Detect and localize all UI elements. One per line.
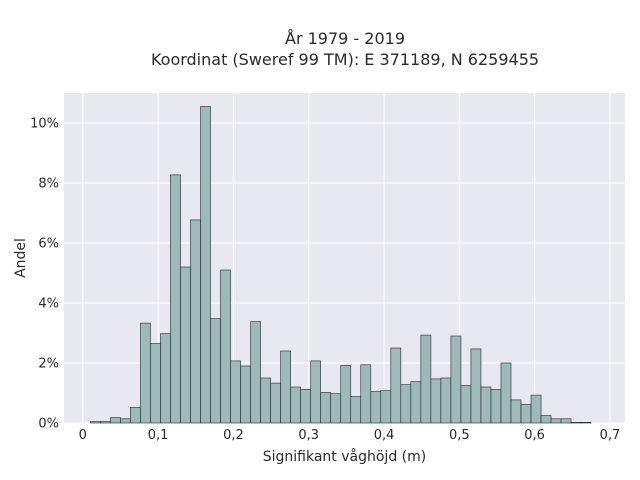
y-tick-label: 4%: [38, 297, 59, 312]
x-tick-label: 0,5: [449, 428, 470, 443]
x-tick-label: 0,3: [298, 428, 319, 443]
y-tick-label: 6%: [38, 237, 59, 252]
histogram-bar: [570, 422, 582, 424]
grid-lines: [64, 93, 625, 424]
histogram-bar: [560, 418, 572, 424]
x-tick-label: 0,7: [600, 428, 621, 443]
x-tick-label: 0,6: [524, 428, 545, 443]
histogram-bar: [170, 174, 181, 424]
histogram-bar: [90, 421, 101, 424]
histogram-bar: [460, 385, 472, 424]
histogram-bar: [370, 391, 382, 424]
histogram-bar: [390, 347, 402, 424]
histogram-bar: [100, 421, 111, 424]
histogram-bar: [280, 350, 291, 424]
histogram-bar: [260, 377, 271, 424]
x-tick-label: 0: [79, 428, 87, 443]
histogram-bar: [500, 362, 512, 424]
histogram-bar: [110, 417, 121, 424]
histogram-bar: [190, 219, 201, 424]
histogram-bar: [290, 386, 301, 424]
histogram-bar: [310, 360, 322, 424]
histogram-bar: [360, 364, 372, 424]
histogram-bar: [150, 343, 161, 424]
histogram-bar: [160, 333, 171, 424]
histogram-bar: [200, 106, 211, 424]
histogram-bar: [380, 390, 392, 424]
histogram-bar: [320, 392, 332, 424]
histogram-bar: [480, 386, 492, 424]
y-axis-title: Andel: [13, 238, 29, 278]
y-tick-label: 2%: [38, 357, 59, 372]
histogram-bar: [210, 318, 221, 424]
x-tick-label: 0,4: [374, 428, 395, 443]
x-tick-label: 0,2: [223, 428, 244, 443]
histogram-bar: [420, 334, 432, 424]
chart-title-line1: År 1979 - 2019: [285, 29, 405, 48]
histogram-bar: [140, 322, 151, 424]
histogram-bar: [340, 365, 352, 424]
x-axis-title: Signifikant våghöjd (m): [263, 448, 426, 465]
x-axis-ticks: 0 0,1 0,2 0,3 0,4 0,5 0,6 0,7: [79, 428, 621, 443]
histogram-bar: [430, 378, 442, 424]
histogram-bar: [330, 393, 342, 424]
histogram-bar: [350, 396, 362, 424]
histogram-bar: [530, 394, 542, 424]
histogram-bar: [230, 360, 241, 424]
histogram-bar: [580, 422, 592, 424]
histogram-bar: [520, 404, 532, 424]
histogram-bar: [240, 365, 251, 424]
histogram-bar: [300, 389, 311, 424]
histogram-bar: [550, 418, 562, 424]
chart-title-line2: Koordinat (Sweref 99 TM): E 371189, N 62…: [150, 50, 540, 69]
y-tick-label: 0%: [38, 417, 59, 432]
histogram-bar: [250, 321, 261, 424]
histogram-bar: [120, 418, 131, 424]
histogram-bar: [510, 399, 522, 424]
y-tick-label: 10%: [30, 117, 59, 132]
histogram-bar: [540, 415, 552, 424]
histogram-bar: [440, 377, 452, 424]
x-tick-label: 0,1: [148, 428, 169, 443]
histogram-bar: [400, 384, 412, 424]
histogram-bar: [180, 266, 191, 424]
y-axis-ticks: 0% 2% 4% 6% 8% 10%: [30, 117, 59, 432]
histogram-bar: [450, 335, 462, 424]
chart-title: År 1979 - 2019 Koordinat (Sweref 99 TM):…: [0, 28, 640, 70]
histogram-bar: [220, 269, 231, 424]
histogram-bar: [270, 382, 281, 424]
histogram-bars: [90, 106, 592, 424]
histogram-bar: [470, 348, 482, 424]
y-tick-label: 8%: [38, 177, 59, 192]
histogram-bar: [410, 381, 422, 424]
histogram-bar: [130, 407, 141, 424]
histogram-bar: [490, 389, 502, 424]
